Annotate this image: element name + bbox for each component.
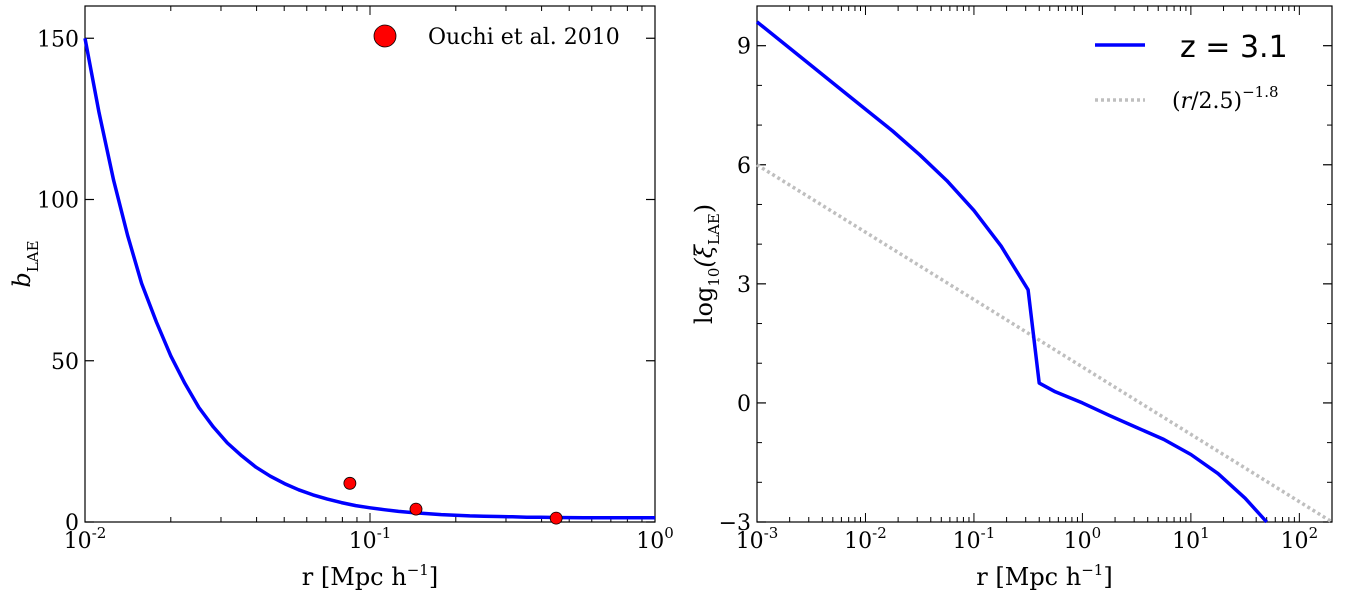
right-y-tick-label: 6 (737, 154, 751, 179)
right-x-tick-label: 102 (1281, 524, 1319, 554)
right-plot-frame (756, 5, 1333, 523)
left-x-axis-label: r [Mpc h−1] (302, 561, 438, 591)
legend-marker-ouchi (373, 24, 397, 48)
left-bias-curve (83, 37, 655, 520)
right-y-tick-label: −3 (719, 511, 751, 536)
right-x-tick-label: 10-3 (736, 524, 779, 554)
left-x-tick-label: 10-1 (349, 524, 392, 554)
left-plot-frame (84, 5, 656, 523)
ouchi-data-point (409, 502, 423, 516)
right-x-tick-label: 101 (1172, 524, 1210, 554)
left-y-tick-label: 0 (65, 511, 79, 536)
left-y-tick-label: 50 (51, 350, 79, 375)
right-x-tick-label: 10-2 (844, 524, 887, 554)
left-x-tick-label: 10-2 (64, 524, 107, 554)
ouchi-data-point (549, 511, 563, 525)
right-y-tick-label: 9 (737, 35, 751, 60)
right-x-tick-label: 10-1 (953, 524, 996, 554)
right-y-tick-label: 0 (737, 392, 751, 417)
legend-label-z: z = 3.1 (1180, 30, 1288, 65)
correlation-curve (755, 20, 1268, 524)
left-y-axis-label: bLAE (8, 240, 42, 287)
legend-label-ouchi: Ouchi et al. 2010 (428, 25, 620, 50)
left-panel: 0 50 100 150 10-2 10-1 100 Ouchi et al. 2010 r [… (8, 5, 674, 591)
right-panel: −3 0 3 6 9 10-3 10-2 10-1 100 101 102 z = 3.1 (r/2.5… (690, 5, 1333, 591)
right-x-axis-label: r [Mpc h−1] (976, 561, 1112, 591)
ouchi-data-point (343, 476, 357, 490)
right-x-tick-label: 100 (1064, 524, 1102, 554)
left-y-tick-label: 100 (37, 189, 79, 214)
right-y-axis-label: log10(ξLAE) (690, 204, 723, 324)
right-y-tick-label: 3 (737, 273, 751, 298)
left-x-tick-label: 100 (636, 524, 674, 554)
legend-label-powerlaw: (r/2.5)−1.8 (1172, 83, 1279, 114)
left-y-tick-label: 150 (37, 27, 79, 52)
powerlaw-line (756, 163, 1333, 524)
